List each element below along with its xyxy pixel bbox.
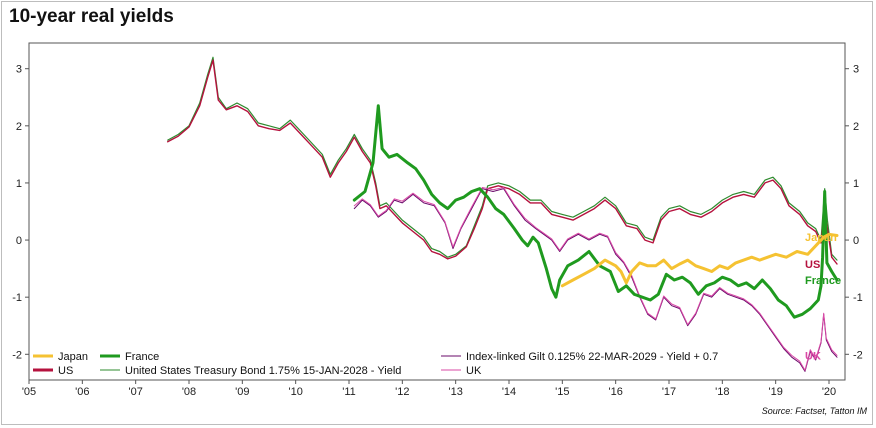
x-tick-label: '19 bbox=[768, 386, 782, 398]
x-tick-label: '06 bbox=[75, 386, 89, 398]
legend-label-us_tips: United States Treasury Bond 1.75% 15-JAN… bbox=[125, 365, 401, 377]
y-tick-label-left: 0 bbox=[16, 235, 22, 247]
x-tick-label: '08 bbox=[182, 386, 196, 398]
y-tick-label-right: 3 bbox=[853, 64, 859, 76]
y-tick-label-left: -1 bbox=[12, 292, 22, 304]
x-tick-label: '07 bbox=[128, 386, 142, 398]
chart-axes: -2 -2 -1 -1 0 0 1 1 2 2 3 3 '05 '06 '07 '08 '09 '10 '11 '12… bbox=[12, 42, 863, 398]
chart-series bbox=[167, 56, 839, 372]
x-tick-label: '10 bbox=[288, 386, 302, 398]
series-line-us_tips bbox=[167, 56, 838, 261]
end-label-japan: Japan bbox=[805, 232, 837, 244]
end-label-us: US bbox=[805, 259, 820, 271]
legend-label-japan: Japan bbox=[58, 351, 88, 363]
y-tick-label-right: 0 bbox=[853, 235, 859, 247]
x-tick-label: '11 bbox=[342, 386, 356, 398]
y-tick-label-right: 1 bbox=[853, 178, 859, 190]
x-tick-label: '18 bbox=[715, 386, 729, 398]
chart-source: Source: Factset, Tatton IM bbox=[762, 406, 868, 416]
legend-label-uk: UK bbox=[466, 365, 482, 377]
y-tick-label-right: -1 bbox=[853, 292, 863, 304]
y-tick-label-right: -2 bbox=[853, 349, 863, 361]
x-tick-label: '17 bbox=[662, 386, 676, 398]
x-tick-label: '14 bbox=[502, 386, 516, 398]
x-tick-label: '05 bbox=[22, 386, 36, 398]
series-line-uk bbox=[353, 187, 838, 371]
x-tick-label: '12 bbox=[395, 386, 409, 398]
y-tick-label-left: 2 bbox=[16, 121, 22, 133]
x-tick-label: '20 bbox=[822, 386, 836, 398]
end-label-uk: UK bbox=[805, 350, 821, 362]
legend-label-us: US bbox=[58, 365, 73, 377]
series-line-france bbox=[352, 104, 839, 319]
y-tick-label-left: -2 bbox=[12, 349, 22, 361]
x-tick-label: '09 bbox=[235, 386, 249, 398]
series-line-us bbox=[167, 59, 838, 265]
series-line-japan bbox=[560, 232, 839, 288]
y-tick-label-left: 1 bbox=[16, 178, 22, 190]
y-tick-label-left: 3 bbox=[16, 64, 22, 76]
legend-label-france: France bbox=[125, 351, 159, 363]
legend-label-linker: Index-linked Gilt 0.125% 22-MAR-2029 - Y… bbox=[466, 351, 718, 363]
plot-area bbox=[28, 42, 846, 381]
chart-title: 10-year real yields bbox=[9, 6, 174, 27]
x-tick-label: '15 bbox=[555, 386, 569, 398]
end-label-france: France bbox=[805, 275, 841, 287]
chart-end-labels: Japan US France UK bbox=[805, 232, 841, 362]
series-line-linker bbox=[353, 188, 838, 372]
y-tick-label-right: 2 bbox=[853, 121, 859, 133]
x-tick-label: '13 bbox=[448, 386, 462, 398]
chart-legend: Japan France Index-linked Gilt 0.125% 22-M… bbox=[33, 351, 718, 377]
x-tick-label: '16 bbox=[608, 386, 622, 398]
